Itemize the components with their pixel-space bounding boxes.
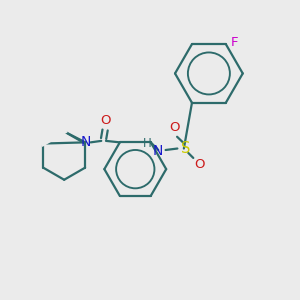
Text: N: N: [80, 135, 91, 149]
Text: O: O: [169, 122, 179, 134]
Text: O: O: [100, 114, 110, 127]
Text: H: H: [143, 137, 152, 150]
Text: N: N: [153, 144, 164, 158]
Text: S: S: [181, 141, 190, 156]
Text: O: O: [194, 158, 205, 171]
Text: F: F: [230, 36, 238, 49]
